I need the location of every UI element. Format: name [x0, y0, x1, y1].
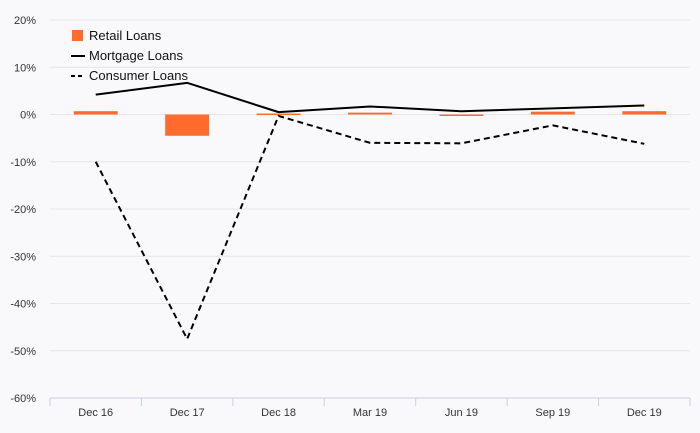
- x-tick-label: Dec 19: [627, 407, 662, 419]
- x-tick-label: Jun 19: [445, 407, 478, 419]
- legend-label: Retail Loans: [89, 28, 162, 43]
- line-series: [94, 81, 645, 340]
- bar-retail-loans: [73, 111, 118, 115]
- line-mortgage-loans: [95, 81, 645, 114]
- line-consumer-loans: [94, 114, 645, 340]
- legend-label: Consumer Loans: [89, 68, 188, 83]
- bar-retail-loans: [439, 114, 484, 116]
- bar-retail-loans: [530, 111, 575, 115]
- legend-swatch: [72, 30, 83, 41]
- x-tick-label: Dec 16: [78, 407, 113, 419]
- bar-retail-loans: [622, 111, 667, 115]
- x-axis: Dec 16 Dec 17 Dec 18 Mar 19 Jun 19 Sep 19 Dec …: [49, 397, 691, 419]
- y-tick-label: 0%: [20, 110, 36, 122]
- x-tick-label: Sep 19: [535, 407, 570, 419]
- y-tick-label: -60%: [10, 393, 36, 405]
- y-tick-label: 10%: [14, 62, 36, 74]
- bar-retail-loans: [348, 112, 392, 115]
- legend-label: Mortgage Loans: [89, 48, 183, 63]
- y-tick-label: -10%: [10, 157, 36, 169]
- y-tick-label: 20%: [14, 15, 36, 27]
- bar-series: [73, 111, 667, 136]
- y-tick-label: -20%: [10, 204, 36, 216]
- x-tick-label: Dec 17: [170, 407, 205, 419]
- y-axis: 20% 10% 0% -10% -20% -30% -40% -50% -60%: [10, 15, 36, 405]
- bar-retail-loans: [165, 114, 210, 136]
- bar-retail-loans: [256, 113, 301, 116]
- y-tick-label: -50%: [10, 346, 36, 358]
- legend: Retail Loans Mortgage Loans Consumer Loans: [71, 28, 188, 83]
- x-tick-label: Dec 18: [261, 407, 296, 419]
- x-tick-label: Mar 19: [353, 407, 387, 419]
- y-tick-label: -40%: [10, 299, 36, 311]
- y-tick-label: -30%: [10, 251, 36, 263]
